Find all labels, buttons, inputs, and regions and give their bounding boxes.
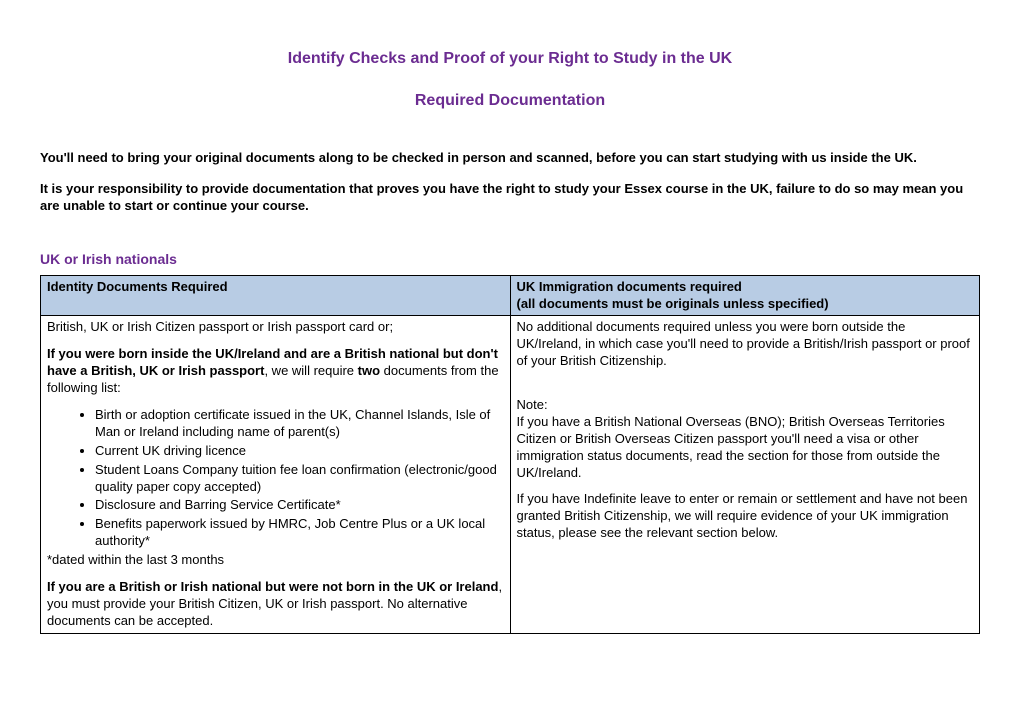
col2-note-label: Note: (517, 397, 974, 414)
table-header-col2: UK Immigration documents required (all d… (510, 275, 980, 316)
cell-line-not-born-uk: If you are a British or Irish national b… (47, 579, 504, 630)
col2-para3: If you have Indefinite leave to enter or… (517, 491, 974, 542)
table-header-col1: Identity Documents Required (41, 275, 511, 316)
section-heading: UK or Irish nationals (40, 251, 980, 267)
document-list: Birth or adoption certificate issued in … (47, 407, 504, 550)
footnote: *dated within the last 3 months (47, 552, 504, 569)
intro-paragraph-2: It is your responsibility to provide doc… (40, 181, 980, 215)
page-title-sub: Required Documentation (40, 92, 980, 110)
col2-note-body: If you have a British National Overseas … (517, 414, 974, 482)
table-header-col2-line1: UK Immigration documents required (517, 279, 742, 294)
cell-line-born-inside: If you were born inside the UK/Ireland a… (47, 346, 504, 397)
list-item: Student Loans Company tuition fee loan c… (95, 462, 504, 496)
list-item: Benefits paperwork issued by HMRC, Job C… (95, 516, 504, 550)
bold-tail: , we will require (264, 363, 357, 378)
col2-para1: No additional documents required unless … (517, 319, 974, 370)
intro-paragraph-1: You'll need to bring your original docum… (40, 150, 980, 167)
table-cell-identity: British, UK or Irish Citizen passport or… (41, 316, 511, 633)
page-title-main: Identify Checks and Proof of your Right … (40, 50, 980, 68)
table-cell-immigration: No additional documents required unless … (510, 316, 980, 633)
requirements-table: Identity Documents Required UK Immigrati… (40, 275, 980, 634)
bold-two: two (358, 363, 380, 378)
final-bold: If you are a British or Irish national b… (47, 579, 498, 594)
cell-line-passport: British, UK or Irish Citizen passport or… (47, 319, 504, 336)
list-item: Birth or adoption certificate issued in … (95, 407, 504, 441)
table-row: British, UK or Irish Citizen passport or… (41, 316, 980, 633)
table-header-col2-line2: (all documents must be originals unless … (517, 296, 829, 311)
list-item: Current UK driving licence (95, 443, 504, 460)
list-item: Disclosure and Barring Service Certifica… (95, 497, 504, 514)
